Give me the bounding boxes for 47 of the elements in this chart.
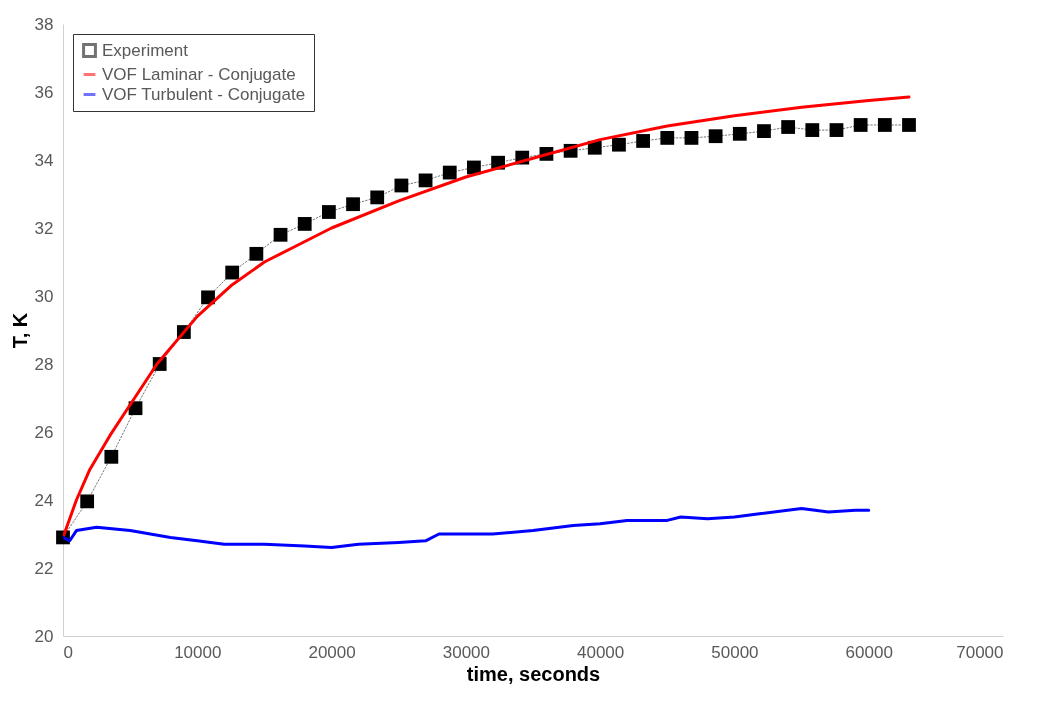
point bbox=[902, 118, 916, 132]
point bbox=[80, 494, 95, 509]
point bbox=[297, 217, 312, 231]
x-tick-label: 0 bbox=[63, 642, 73, 662]
point bbox=[370, 190, 385, 205]
point bbox=[732, 126, 747, 141]
point bbox=[273, 227, 288, 242]
x-tick-label: 70000 bbox=[956, 642, 1004, 662]
y-tick-label: 24 bbox=[34, 490, 54, 510]
x-tick-label: 20000 bbox=[308, 642, 356, 662]
point bbox=[636, 134, 651, 148]
x-tick-label: 50000 bbox=[711, 642, 759, 662]
y-tick-label: 34 bbox=[34, 150, 54, 170]
point bbox=[612, 137, 626, 152]
y-tick-label: 26 bbox=[34, 422, 54, 442]
x-tick-label: 40000 bbox=[577, 642, 625, 662]
point bbox=[684, 131, 699, 145]
point bbox=[225, 265, 240, 280]
x-tick-label: 30000 bbox=[442, 642, 490, 662]
x-tick-label: 60000 bbox=[845, 642, 893, 662]
y-axis-title: T, K bbox=[8, 312, 31, 349]
legend-label: VOF Turbulent - Conjugate bbox=[102, 84, 306, 104]
point bbox=[104, 449, 119, 464]
point bbox=[249, 246, 264, 261]
point bbox=[877, 118, 892, 132]
point bbox=[805, 123, 820, 137]
y-tick-label: 38 bbox=[34, 14, 54, 34]
legend-label: VOF Laminar - Conjugate bbox=[102, 64, 296, 84]
y-tick-label: 28 bbox=[34, 354, 54, 374]
point bbox=[201, 290, 215, 305]
legend-label: Experiment bbox=[102, 40, 189, 60]
point bbox=[442, 165, 457, 180]
point bbox=[660, 131, 675, 145]
x-axis-title: time, seconds bbox=[466, 662, 601, 685]
point bbox=[708, 129, 723, 144]
x-tick-label: 10000 bbox=[174, 642, 222, 662]
point bbox=[321, 205, 336, 219]
y-tick-label: 36 bbox=[34, 82, 54, 102]
y-tick-label: 30 bbox=[34, 286, 54, 306]
point bbox=[346, 197, 360, 212]
y-tick-label: 32 bbox=[34, 218, 54, 238]
point bbox=[853, 118, 868, 132]
y-tick-label: 22 bbox=[34, 558, 54, 578]
point bbox=[781, 120, 796, 134]
point bbox=[757, 124, 771, 138]
point bbox=[829, 123, 844, 137]
y-tick-label: 20 bbox=[34, 626, 54, 646]
